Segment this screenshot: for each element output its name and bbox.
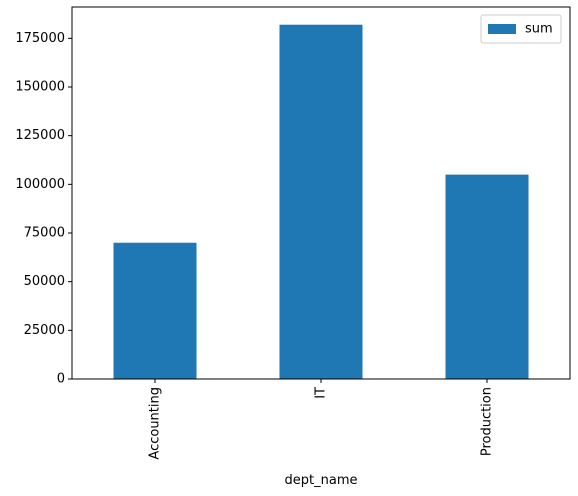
y-tick-label: 0 [57, 372, 65, 387]
x-tick-label: IT [314, 387, 329, 399]
x-tick-label: Accounting [148, 387, 163, 460]
x-axis-ticks: Accounting IT Production [148, 379, 495, 460]
x-axis-label: dept_name [285, 473, 358, 488]
y-tick-label: 75000 [24, 226, 65, 241]
y-tick-label: 25000 [24, 323, 65, 338]
bar-it [280, 25, 363, 379]
y-tick-label: 100000 [15, 177, 65, 192]
bar-production [446, 175, 529, 379]
bars-group [114, 25, 529, 379]
x-tick-label: Production [480, 387, 495, 456]
y-tick-label: 150000 [15, 80, 65, 95]
y-tick-label: 125000 [15, 128, 65, 143]
legend-swatch-sum [488, 24, 516, 34]
y-tick-label: 50000 [24, 274, 65, 289]
y-tick-label: 175000 [15, 31, 65, 46]
legend-label-sum: sum [525, 22, 553, 37]
bar-accounting [114, 243, 197, 379]
legend: sum [481, 15, 561, 43]
y-axis-ticks: 0 25000 50000 75000 100000 125000 150000 175000 [15, 31, 72, 387]
